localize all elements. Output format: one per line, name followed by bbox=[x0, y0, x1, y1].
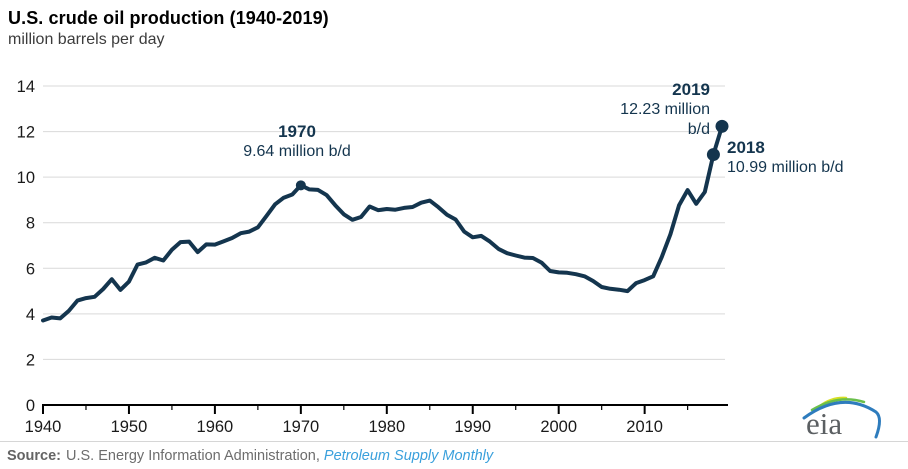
annotation-2019-value-line1: 12.23 million bbox=[620, 101, 710, 118]
y-axis-tick-label: 2 bbox=[26, 351, 35, 369]
source-publication-link[interactable]: Petroleum Supply Monthly bbox=[323, 448, 494, 464]
y-axis-tick-label: 10 bbox=[17, 169, 35, 187]
annotation-2018-value: 10.99 million b/d bbox=[727, 159, 844, 176]
source-line: Source: U.S. Energy Information Administr… bbox=[7, 448, 493, 464]
chart-units-subtitle: million barrels per day bbox=[8, 31, 165, 48]
y-axis-tick-label: 8 bbox=[26, 215, 35, 233]
eia-logo: eia bbox=[802, 396, 881, 441]
annotation-2018-year: 2018 bbox=[727, 138, 765, 157]
data-point-marker-1970 bbox=[295, 180, 306, 191]
source-text: U.S. Energy Information Administration, bbox=[66, 448, 324, 464]
data-point-marker-2019 bbox=[715, 119, 729, 133]
y-axis-tick-label: 4 bbox=[26, 306, 35, 324]
x-axis-tick-label: 1990 bbox=[454, 418, 491, 436]
x-axis-tick-label: 1980 bbox=[368, 418, 405, 436]
annotation-2019-year: 2019 bbox=[672, 80, 710, 99]
annotation-1970-value: 9.64 million b/d bbox=[243, 143, 351, 160]
y-axis-tick-label: 14 bbox=[17, 78, 35, 96]
eia-logo-text: eia bbox=[806, 406, 842, 441]
footer-divider bbox=[0, 441, 908, 442]
page-title: U.S. crude oil production (1940-2019) bbox=[8, 8, 329, 28]
production-line-series bbox=[41, 124, 724, 323]
source-label: Source: bbox=[7, 448, 61, 464]
x-axis-tick-label: 2000 bbox=[540, 418, 577, 436]
y-axis-tick-label: 0 bbox=[26, 397, 35, 415]
annotation-2019-value-line2: b/d bbox=[687, 121, 710, 138]
annotation-1970-year: 1970 bbox=[278, 122, 316, 141]
x-axis-tick-label: 1970 bbox=[282, 418, 319, 436]
annotation-1970: 1970 9.64 million b/d bbox=[187, 122, 407, 162]
annotation-2018: 2018 10.99 million b/d bbox=[727, 138, 844, 178]
x-axis-tick-label: 1960 bbox=[197, 418, 234, 436]
y-axis-tick-label: 12 bbox=[17, 124, 35, 142]
x-axis-tick-label: 1940 bbox=[25, 418, 62, 436]
y-axis-tick-label: 6 bbox=[26, 260, 35, 278]
line-chart: 0 2 4 6 8 10 12 14 1940 1950 1960 1970 1980 1990 2000 2… bbox=[17, 78, 729, 436]
annotation-2019: 2019 12.23 million b/d bbox=[620, 80, 710, 140]
x-axis-tick-label: 2010 bbox=[626, 418, 663, 436]
x-axis-tick-label: 1950 bbox=[111, 418, 148, 436]
data-point-marker-2018 bbox=[706, 148, 720, 162]
